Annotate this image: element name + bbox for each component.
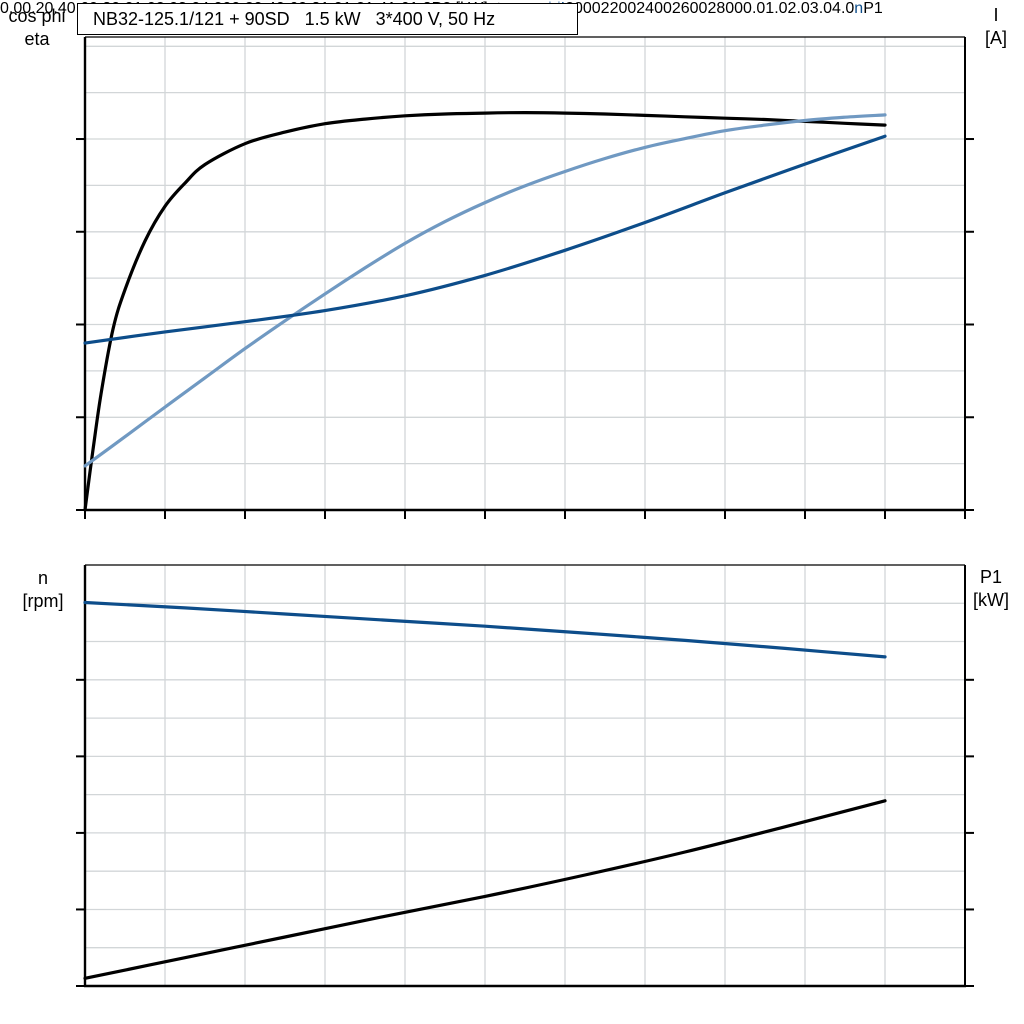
right-axis-tick-label: 0.0 [743,0,766,17]
axis-title-line: [rpm] [22,591,64,611]
left-axis-tick-label: 2600 [671,0,708,17]
axis-title-line: I [993,5,999,25]
axis-title-line: cos phi [8,6,66,26]
right-axis-tick-label: 2.0 [787,0,810,17]
left-axis-tick-label: 2400 [636,0,672,17]
left-axis-tick-label: 0.4 [44,0,67,17]
series-curve-n [83,600,887,659]
axis-title-line: [kW] [973,590,1009,610]
series-curve-cos phi [83,113,887,468]
chart-1 [76,564,974,988]
left-axis-tick-label: 2200 [600,0,637,17]
axis-title-line: [A] [984,28,1007,48]
bottom-left-axis-title: n [rpm] [12,567,74,613]
right-axis-tick-label: 3.0 [809,0,833,17]
bottom-right-axis-title: P1 [kW] [962,566,1020,612]
left-axis-tick-label: 2800 [707,0,744,17]
series-curve-P1 [83,799,887,980]
left-axis-tick-label: 0.0 [0,0,23,17]
series-label-P1: P1 [863,0,883,17]
axis-title-line: n [37,568,48,588]
chart-title-box: NB32-125.1/121 + 90SD 1.5 kW 3*400 V, 50… [77,3,578,35]
right-axis-tick-label: 1.0 [765,0,788,17]
left-axis-tick-label: 0.2 [22,0,45,17]
series-curve-eta [83,110,887,512]
top-right-axis-title: I [A] [970,4,1022,50]
top-left-axis-title: cos phi eta [2,5,72,51]
axis-title-line: eta [24,29,50,49]
series-curve-I [83,134,887,345]
chart-title: NB32-125.1/121 + 90SD 1.5 kW 3*400 V, 50… [93,8,496,29]
axis-title-line: P1 [979,567,1003,587]
chart-0 [76,36,974,519]
right-axis-tick-label: 4.0 [832,0,855,17]
series-label-n: n [854,0,864,17]
